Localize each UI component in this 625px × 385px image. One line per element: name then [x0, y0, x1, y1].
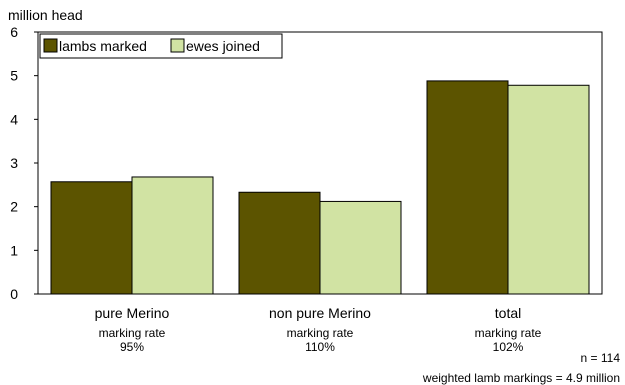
x-tick-label: non pure Merino	[269, 305, 371, 321]
x-category-note: 95%	[120, 340, 144, 354]
bar-ewes-joined-1	[131, 176, 214, 295]
y-tick-label: 0	[10, 286, 18, 302]
x-tick-label: total	[495, 305, 521, 321]
y-tick-label: 1	[10, 242, 18, 258]
y-tick-label: 6	[10, 24, 18, 40]
x-category-note: 102%	[493, 340, 524, 354]
x-tick-label: pure Merino	[95, 305, 170, 321]
x-category-note: 110%	[305, 340, 335, 354]
bar-lambs-marked-2	[238, 191, 321, 295]
y-tick-label: 5	[10, 68, 18, 84]
y-tick-label: 4	[10, 111, 18, 127]
y-tick-label: 2	[10, 199, 18, 215]
bar-ewes-joined-2	[319, 200, 402, 295]
bar-lambs-marked-3	[426, 80, 509, 295]
legend-swatch	[170, 38, 185, 53]
bar-lambs-marked-1	[50, 181, 133, 295]
x-category-note: marking rate	[287, 326, 354, 340]
y-axis-title: million head	[8, 7, 83, 23]
legend-label: ewes joined	[186, 38, 260, 54]
x-category-note: marking rate	[99, 326, 166, 340]
bar-ewes-joined-3	[507, 84, 590, 295]
legend-box	[39, 33, 283, 59]
footnote-weighted-markings: weighted lamb markings = 4.9 million	[422, 371, 620, 385]
legend-label: lambs marked	[59, 38, 147, 54]
legend-swatch	[43, 38, 58, 53]
y-tick-label: 3	[10, 155, 18, 171]
footnote-sample-size: n = 114	[581, 351, 621, 365]
x-category-note: marking rate	[475, 326, 542, 340]
legend: lambs marked ewes joined	[39, 33, 283, 59]
